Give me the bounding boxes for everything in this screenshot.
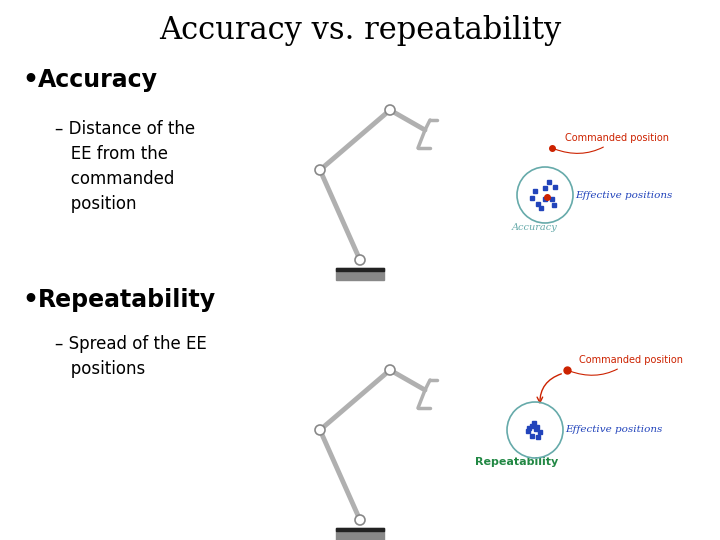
Circle shape: [355, 255, 365, 265]
Bar: [336, 268, 384, 280]
Text: Effective positions: Effective positions: [565, 426, 662, 435]
Bar: [336, 528, 384, 531]
Text: – Spread of the EE
   positions: – Spread of the EE positions: [55, 335, 207, 378]
Text: Commanded position: Commanded position: [554, 133, 669, 153]
Text: – Distance of the
   EE from the
   commanded
   position: – Distance of the EE from the commanded …: [55, 120, 195, 213]
Text: Accuracy vs. repeatability: Accuracy vs. repeatability: [159, 15, 561, 45]
Text: Accuracy: Accuracy: [38, 68, 158, 92]
Circle shape: [385, 105, 395, 115]
Text: Repeatability: Repeatability: [475, 457, 559, 467]
Text: Effective positions: Effective positions: [575, 191, 672, 199]
Bar: [336, 268, 384, 271]
Bar: [336, 528, 384, 540]
Text: Accuracy: Accuracy: [512, 224, 558, 233]
Circle shape: [355, 515, 365, 525]
Circle shape: [385, 365, 395, 375]
Text: •: •: [22, 68, 38, 92]
Text: •: •: [22, 288, 38, 312]
Text: Repeatability: Repeatability: [38, 288, 216, 312]
Circle shape: [315, 425, 325, 435]
Circle shape: [315, 165, 325, 175]
Text: Commanded position: Commanded position: [570, 355, 683, 375]
